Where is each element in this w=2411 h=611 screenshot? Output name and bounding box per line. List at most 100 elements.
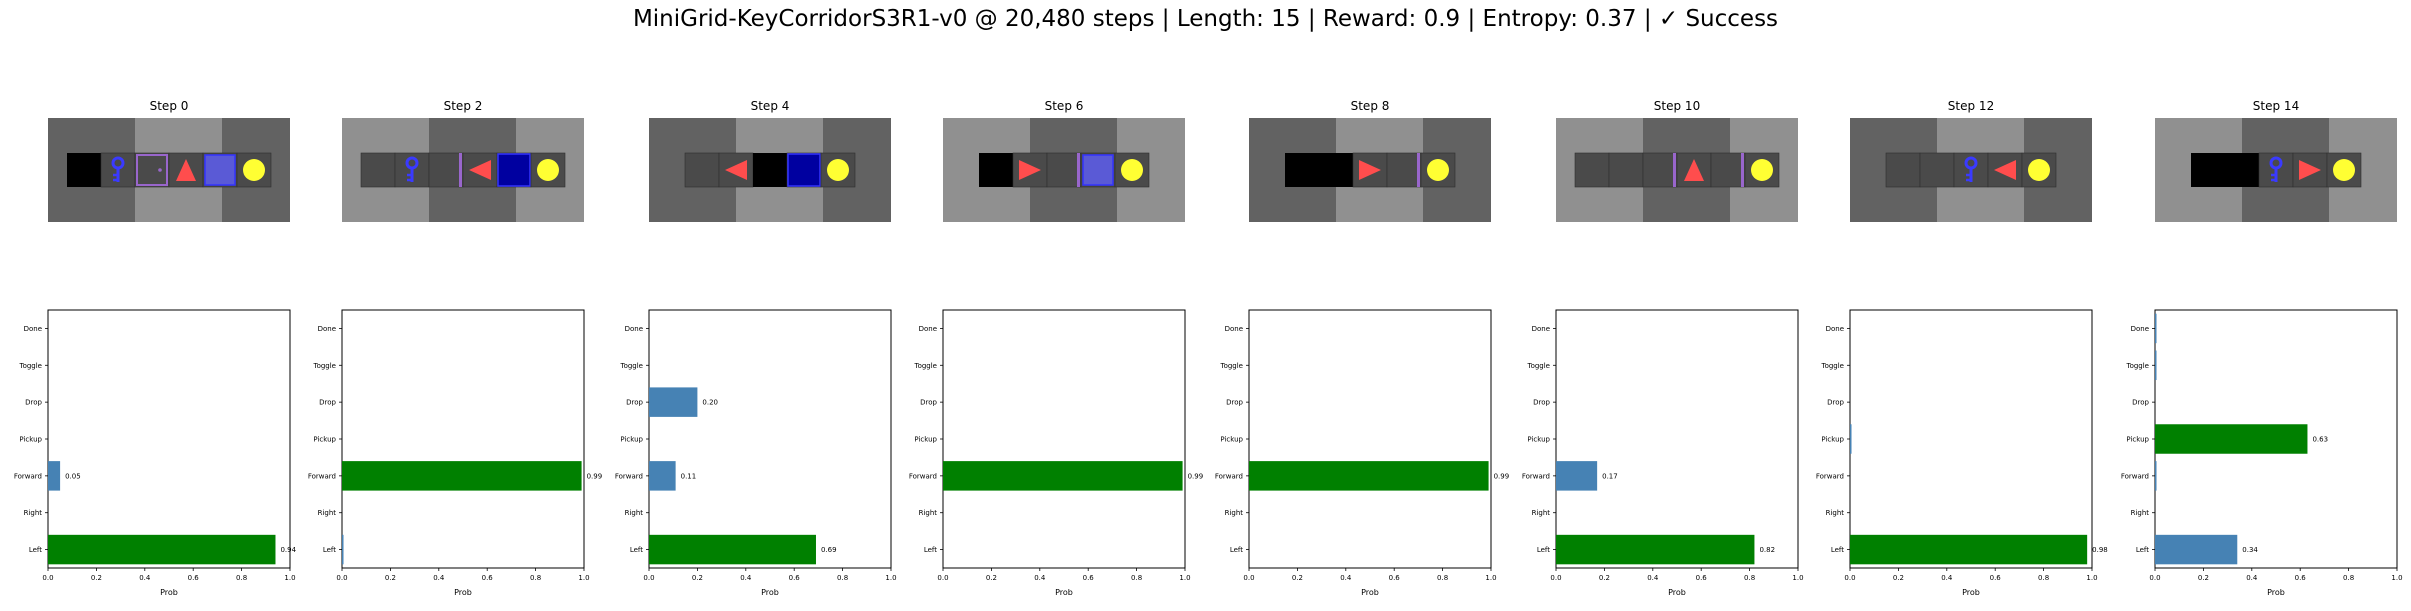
x-tick-label: 1.0 — [1179, 574, 1190, 582]
floor-cell — [134, 152, 170, 188]
x-tick-label: 0.6 — [1389, 574, 1401, 582]
y-tick-label: Left — [323, 546, 336, 554]
bar-value-label: 0.05 — [65, 472, 81, 480]
bar-left — [649, 534, 816, 565]
goal-ball-icon — [2333, 159, 2355, 181]
x-tick-label: 0.4 — [139, 574, 151, 582]
unseen-cell — [1285, 153, 1319, 187]
action-prob-axes: Left 0.94 Right Forward 0.05 Pickup Drop Toggle… — [14, 309, 297, 597]
observation-frame — [342, 118, 584, 222]
y-tick-label: Right — [919, 509, 938, 517]
y-tick-label: Right — [2131, 509, 2150, 517]
unseen-cell — [2191, 153, 2225, 187]
blue-door-icon — [1082, 154, 1114, 186]
y-tick-label: Pickup — [313, 436, 336, 444]
x-tick-label: 0.2 — [91, 574, 102, 582]
x-tick-label: 1.0 — [578, 574, 589, 582]
action-prob-axes: Left Right Forward 0.99 Pickup Drop Toggle Done… — [1215, 309, 1510, 597]
action-prob-axes: Left Right Forward 0.99 Pickup Drop Toggle Done… — [909, 309, 1204, 597]
bar-forward — [943, 461, 1183, 491]
y-tick-label: Drop — [1533, 399, 1550, 407]
y-tick-label: Toggle — [1820, 362, 1844, 370]
y-tick-label: Drop — [25, 399, 42, 407]
bar-value-label: 0.34 — [2242, 546, 2258, 554]
x-tick-label: 0.8 — [1437, 574, 1448, 582]
y-tick-label: Drop — [319, 399, 336, 407]
unseen-cell — [67, 153, 101, 187]
floor-cell — [1710, 152, 1746, 188]
step-panel-7: Step 14 Left 0.34 Right Forward Pickup 0.63 Dro… — [2121, 99, 2403, 597]
axes-frame — [47, 309, 291, 569]
y-tick-label: Left — [1831, 546, 1844, 554]
bar-value-label: 0.99 — [1188, 472, 1204, 480]
y-tick-label: Drop — [626, 399, 643, 407]
bar-value-label: 0.94 — [280, 546, 296, 554]
floor-cell — [360, 152, 396, 188]
open-purple-door-icon — [1673, 153, 1676, 187]
y-tick-label: Done — [1826, 325, 1844, 333]
x-tick-label: 0.4 — [1340, 574, 1352, 582]
observation-frame — [2155, 118, 2397, 222]
x-tick-label: 0.0 — [42, 574, 53, 582]
y-tick-label: Forward — [1816, 472, 1844, 480]
x-tick-label: 0.0 — [937, 574, 948, 582]
y-tick-label: Forward — [308, 472, 336, 480]
y-tick-label: Toggle — [913, 362, 937, 370]
y-tick-label: Left — [924, 546, 937, 554]
x-axis-label: Prob — [1668, 588, 1686, 597]
observation-frame — [1556, 118, 1798, 222]
panel-title: Step 14 — [2253, 99, 2299, 113]
y-tick-label: Right — [1532, 509, 1551, 517]
x-tick-label: 0.8 — [2038, 574, 2049, 582]
agent-left-icon — [469, 160, 491, 180]
bar-value-label: 0.82 — [1759, 546, 1775, 554]
x-tick-label: 0.8 — [530, 574, 541, 582]
goal-ball-icon — [1427, 159, 1449, 181]
bar-forward — [2155, 461, 2157, 491]
blue-door-icon — [204, 154, 236, 186]
x-tick-label: 0.8 — [2343, 574, 2354, 582]
y-tick-label: Left — [1230, 546, 1243, 554]
bar-toggle — [2155, 350, 2157, 381]
x-tick-label: 0.4 — [1034, 574, 1046, 582]
blue-door-icon — [787, 153, 821, 187]
step-panel-1: Step 2 Left Right Forward 0.99 Pickup Drop Togg… — [308, 99, 602, 597]
y-tick-label: Pickup — [620, 436, 643, 444]
y-tick-label: Forward — [14, 472, 42, 480]
floor-cell — [1386, 152, 1422, 188]
bar-value-label: 0.63 — [2312, 436, 2328, 444]
purple-door-icon — [136, 154, 168, 186]
y-tick-label: Right — [1225, 509, 1244, 517]
x-tick-label: 0.2 — [2198, 574, 2209, 582]
unseen-cell — [753, 153, 787, 187]
bar-value-label: 0.99 — [1494, 472, 1510, 480]
unseen-cell — [2225, 153, 2259, 187]
x-tick-label: 0.0 — [643, 574, 654, 582]
action-prob-axes: Left Right Forward 0.99 Pickup Drop Toggle Done… — [308, 309, 602, 597]
y-tick-label: Drop — [1226, 399, 1243, 407]
x-tick-label: 0.0 — [1550, 574, 1561, 582]
bar-forward — [649, 461, 676, 491]
y-tick-label: Forward — [1522, 472, 1550, 480]
step-panel-5: Step 10 Left 0.82 Right Forward 0.17 Pickup Dro… — [1522, 99, 1804, 597]
observation-frame — [1850, 118, 2092, 222]
goal-ball-icon — [1121, 159, 1143, 181]
x-tick-label: 0.4 — [1647, 574, 1659, 582]
y-tick-label: Done — [919, 325, 937, 333]
x-tick-label: 0.2 — [692, 574, 703, 582]
x-tick-label: 0.0 — [1243, 574, 1254, 582]
agent-right-icon — [2299, 160, 2321, 180]
y-tick-label: Done — [1532, 325, 1550, 333]
bar-forward — [1249, 461, 1489, 491]
x-tick-label: 0.4 — [740, 574, 752, 582]
x-tick-label: 1.0 — [1792, 574, 1803, 582]
bar-left — [342, 534, 344, 565]
observation-frame — [943, 118, 1185, 222]
bar-forward — [48, 461, 61, 491]
open-purple-door-icon — [459, 153, 462, 187]
panel-title: Step 10 — [1654, 99, 1700, 113]
bar-pickup — [1850, 424, 1852, 454]
step-panel-2: Step 4 Left 0.69 Right Forward 0.11 Pickup Drop… — [615, 99, 897, 597]
y-tick-label: Drop — [920, 399, 937, 407]
x-tick-label: 0.6 — [482, 574, 494, 582]
